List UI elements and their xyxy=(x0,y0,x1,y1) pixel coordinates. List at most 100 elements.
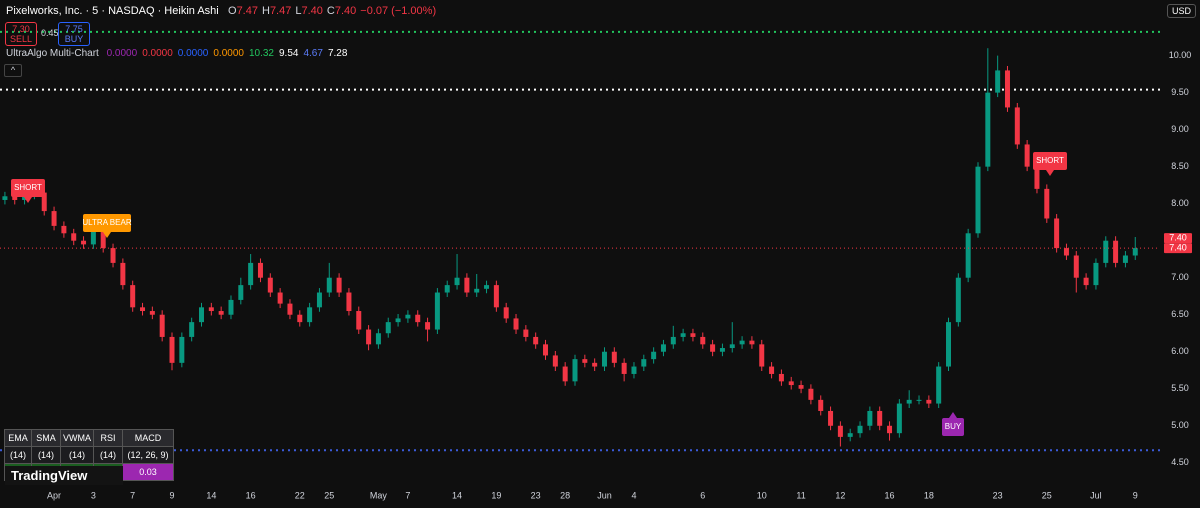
table-cell: EMA xyxy=(4,429,32,447)
candle-body xyxy=(316,292,322,308)
indicator-value: 7.28 xyxy=(327,48,348,59)
candle-body xyxy=(71,233,77,241)
table-cell: MACD xyxy=(122,429,174,447)
candle-body xyxy=(631,366,637,374)
sell-button[interactable]: 7.30 SELL xyxy=(5,22,37,46)
candle-body xyxy=(788,381,794,386)
candle-body xyxy=(149,311,155,315)
candle-body xyxy=(493,285,499,308)
candle-body xyxy=(425,322,431,330)
sell-label: SELL xyxy=(9,34,33,44)
x-tick-label: Apr xyxy=(47,490,61,500)
candle-body xyxy=(454,277,460,286)
candle-body xyxy=(975,166,981,234)
price-tag: 7.40 xyxy=(1169,242,1187,252)
candle-body xyxy=(444,285,450,293)
y-tick-label: 9.00 xyxy=(1171,124,1189,134)
x-tick-label: 25 xyxy=(324,490,334,500)
candle-body xyxy=(2,196,8,200)
candle-body xyxy=(592,362,598,367)
candle-body xyxy=(729,344,735,349)
candle-body xyxy=(1122,255,1128,263)
candle-body xyxy=(660,344,666,352)
y-tick-label: 6.00 xyxy=(1171,346,1189,356)
candle-body xyxy=(277,292,283,304)
candle-body xyxy=(474,288,480,293)
price-tag-bg xyxy=(1164,233,1192,244)
indicator-name: UltraAlgo Multi-Chart xyxy=(6,48,99,59)
candle-body xyxy=(778,373,784,382)
candle-body xyxy=(906,399,912,404)
y-tick-label: 5.00 xyxy=(1171,420,1189,430)
collapse-button[interactable]: ^ xyxy=(4,64,22,77)
signal-label: SHORT xyxy=(14,183,42,192)
candle-body xyxy=(965,233,971,278)
x-tick-label: 3 xyxy=(91,490,96,500)
candle-body xyxy=(297,314,303,323)
signal-label: SHORT xyxy=(1036,156,1064,165)
table-row: (14) (14) (14) (14) (12, 26, 9) xyxy=(4,446,174,464)
indicator-value: 0.0000 xyxy=(177,48,209,59)
indicator-value: 4.67 xyxy=(303,48,323,59)
axis-panel xyxy=(1160,0,1200,508)
buy-label: BUY xyxy=(64,34,84,44)
table-cell: SMA xyxy=(31,429,61,447)
ohlc-item: 7.40 xyxy=(301,5,323,17)
candle-body xyxy=(887,425,893,434)
candle-body xyxy=(385,322,391,334)
signal-pointer xyxy=(1046,170,1054,176)
y-tick-label: 7.00 xyxy=(1171,272,1189,282)
table-cell: (14) xyxy=(4,446,32,464)
candle-body xyxy=(12,196,18,200)
candle-body xyxy=(828,410,834,426)
x-tick-label: Jun xyxy=(597,490,612,500)
candle-body xyxy=(543,344,549,356)
candle-body xyxy=(169,336,175,363)
candle-body xyxy=(798,385,804,389)
x-tick-label: 11 xyxy=(796,490,805,500)
candle-body xyxy=(159,314,165,337)
candle-body xyxy=(1004,70,1010,108)
x-tick-label: 23 xyxy=(531,490,541,500)
sell-price: 7.30 xyxy=(12,24,30,34)
candle-body xyxy=(985,92,991,167)
table-cell: 0.03 xyxy=(122,463,174,481)
candle-body xyxy=(503,307,509,319)
table-row: EMA SMA VWMA RSI MACD xyxy=(4,429,174,447)
candle-body xyxy=(926,399,932,404)
candle-body xyxy=(837,425,843,437)
buy-button[interactable]: 7.75 BUY xyxy=(58,22,90,46)
candle-body xyxy=(670,336,676,345)
candle-body xyxy=(719,348,725,352)
candle-body xyxy=(248,262,254,286)
candle-body xyxy=(847,433,853,437)
candle-body xyxy=(51,211,57,226)
x-tick-label: May xyxy=(370,490,388,500)
x-tick-label: 22 xyxy=(295,490,305,500)
logo: TradingView xyxy=(5,466,123,485)
candle-body xyxy=(611,351,617,363)
signal-label: BUY xyxy=(945,422,962,431)
y-tick-label: 6.50 xyxy=(1171,309,1189,319)
candle-body xyxy=(808,388,814,400)
candle-body xyxy=(100,231,106,249)
candle-body xyxy=(955,277,961,323)
signal-box xyxy=(11,179,45,197)
currency[interactable]: USD xyxy=(1167,4,1197,18)
candle-body xyxy=(120,262,126,286)
signal-box xyxy=(83,214,131,232)
x-tick-label: 19 xyxy=(491,490,501,500)
candle-body xyxy=(140,307,146,312)
candle-body xyxy=(110,248,116,263)
x-tick-label: 7 xyxy=(130,490,135,500)
candle-body xyxy=(867,410,873,426)
candle-body xyxy=(523,329,529,337)
signal-label: ULTRA BEAR xyxy=(82,218,131,227)
candle-body xyxy=(857,425,863,434)
candle-body xyxy=(513,318,519,330)
candle-body xyxy=(1093,262,1099,286)
y-tick-label: 8.50 xyxy=(1171,161,1189,171)
x-tick-label: 18 xyxy=(924,490,934,500)
